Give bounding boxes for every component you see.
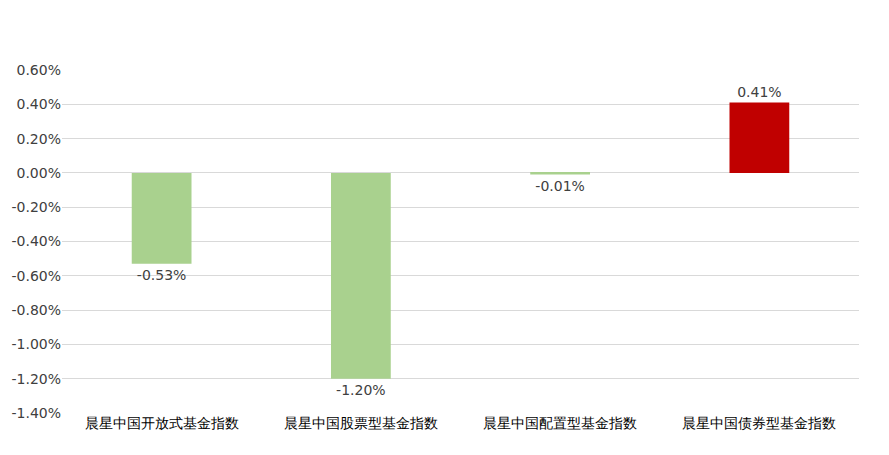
svg-text:0.40%: 0.40% [17, 96, 61, 112]
svg-text:晨星中国配置型基金指数: 晨星中国配置型基金指数 [483, 415, 637, 431]
svg-text:晨星中国股票型基金指数: 晨星中国股票型基金指数 [284, 415, 438, 431]
svg-text:0.41%: 0.41% [737, 84, 781, 100]
svg-text:-0.20%: -0.20% [11, 199, 61, 215]
svg-text:-0.80%: -0.80% [11, 302, 61, 318]
svg-text:-0.01%: -0.01% [535, 178, 585, 194]
svg-text:-1.40%: -1.40% [11, 405, 61, 421]
svg-text:0.00%: 0.00% [17, 165, 61, 181]
svg-text:晨星中国债券型基金指数: 晨星中国债券型基金指数 [682, 415, 836, 431]
svg-text:-1.00%: -1.00% [11, 336, 61, 352]
svg-text:0.60%: 0.60% [17, 62, 61, 78]
svg-text:-0.40%: -0.40% [11, 233, 61, 249]
svg-text:-1.20%: -1.20% [11, 371, 61, 387]
svg-text:晨星中国开放式基金指数: 晨星中国开放式基金指数 [85, 415, 239, 431]
svg-text:-0.53%: -0.53% [137, 267, 187, 283]
svg-text:-1.20%: -1.20% [336, 382, 386, 398]
svg-text:-0.60%: -0.60% [11, 268, 61, 284]
svg-text:0.20%: 0.20% [17, 131, 61, 147]
